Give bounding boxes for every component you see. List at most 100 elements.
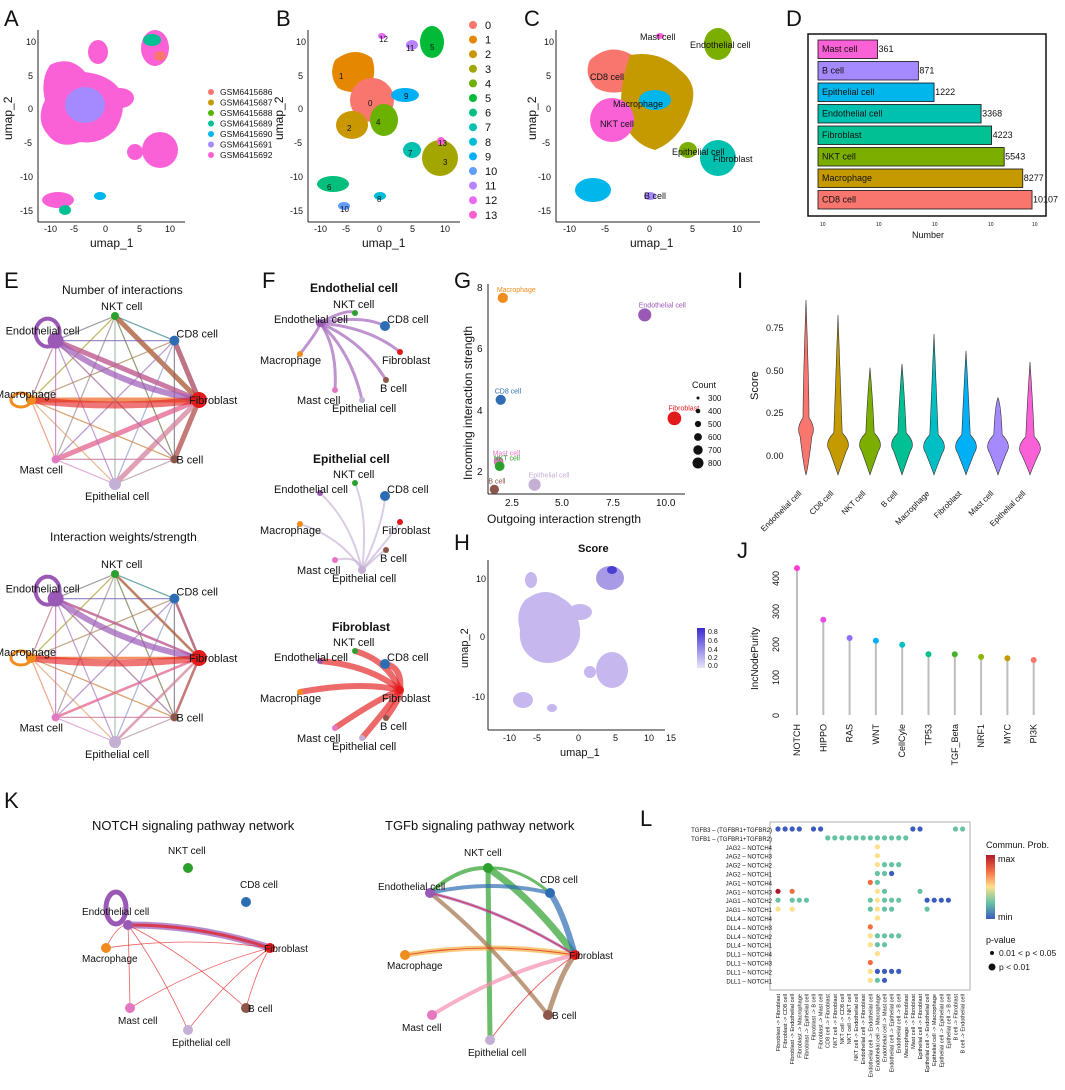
- d-bar-value: 8277: [1024, 173, 1044, 183]
- l-dot: [832, 835, 838, 841]
- l-col-label: Endothelial cell -> B cell: [897, 994, 903, 1054]
- j-dot: [925, 651, 932, 658]
- network-node: [169, 593, 180, 604]
- e-network-2: NKT cell CD8 cell Fibroblast B cell Epitheli…: [0, 559, 237, 761]
- c-ylabel: umap_2: [525, 96, 539, 140]
- network-edge: [54, 338, 200, 403]
- d-xtick-0: 10: [820, 222, 826, 228]
- network-edge: [129, 947, 271, 1009]
- network-node-label: Epithelial cell: [172, 1038, 230, 1049]
- i-ytick-2: 0.25: [766, 408, 784, 418]
- network-edge: [114, 657, 200, 743]
- c-label-macrophage: Macrophage: [613, 99, 663, 109]
- i-category-label: CD8 cell: [808, 489, 836, 517]
- network-edge: [319, 321, 388, 381]
- b-cluster-label: 0: [368, 99, 373, 108]
- network-node-label: NKT cell: [333, 469, 374, 481]
- h-ytick-2: -10: [472, 692, 485, 702]
- legend-a-dot: [208, 110, 214, 116]
- network-edge: [54, 338, 200, 403]
- network-edge: [55, 716, 116, 743]
- j-dot: [872, 637, 879, 644]
- panel-letter-e: E: [4, 268, 19, 293]
- f-network-2: NKT cell Endothelial cell CD8 cell Macropha…: [260, 469, 430, 585]
- network-edge: [114, 716, 175, 743]
- a-ytick-2: 0: [28, 104, 33, 114]
- network-node-label: B cell: [248, 1004, 272, 1015]
- network-node: [183, 863, 193, 873]
- k-title-2: TGFb signaling pathway network: [385, 818, 575, 833]
- l-dot: [960, 826, 966, 832]
- l-col-label: Fibroblast -> Fibroblast: [776, 994, 782, 1052]
- panel-letter-l: L: [640, 806, 652, 831]
- network-edge: [55, 598, 116, 743]
- legend-b-label: 11: [485, 181, 496, 193]
- b-xtick-0: -10: [314, 224, 327, 234]
- network-node-label: Fibroblast: [382, 355, 430, 367]
- panel-letter-k: K: [4, 788, 19, 813]
- network-node: [543, 1010, 553, 1020]
- d-xtick-2: 10: [932, 222, 938, 228]
- network-edge: [429, 884, 551, 895]
- b-xtick-4: 10: [440, 224, 450, 234]
- legend-b-dot: [469, 152, 477, 161]
- l-row-label: TGFB1 – (TGFBR1+TGFBR2): [691, 837, 772, 843]
- network-node: [383, 715, 389, 721]
- l-col-label: Endothelial cell -> Macrophage: [875, 994, 881, 1071]
- g-legend-dot: [694, 433, 702, 441]
- g-ytick-1: 4: [477, 406, 483, 417]
- l-col-label: Fibroblast -> CD8 cell: [783, 994, 789, 1048]
- b-ytick-5: -15: [290, 206, 303, 216]
- i-violin: [987, 396, 1009, 476]
- j-ytick-1: 300: [771, 604, 781, 619]
- network-edge: [55, 716, 116, 743]
- l-col-label: Endothelial cell -> Mast cell: [883, 994, 889, 1062]
- network-edge: [30, 654, 200, 667]
- a-xtick-1: -5: [70, 224, 78, 234]
- l-dot: [874, 853, 881, 859]
- network-edge: [30, 340, 57, 401]
- j-category-label: HIPPO: [818, 724, 828, 752]
- l-row-label: DLL4 – NOTCH1: [726, 944, 772, 950]
- j-ylabel: IncNodePurity: [750, 627, 761, 690]
- g-point-label: B cell: [488, 479, 506, 486]
- network-edge: [172, 339, 202, 401]
- network-node: [358, 566, 366, 574]
- l-dot: [810, 826, 817, 832]
- network-node-label: Endothelial cell: [274, 314, 348, 326]
- network-node: [397, 349, 403, 355]
- l-p1-dot: [990, 951, 994, 955]
- network-node-label: Fibroblast: [382, 525, 430, 537]
- legend-b-dot: [469, 196, 477, 205]
- network-node-label: CD8 cell: [387, 484, 429, 496]
- l-dot: [889, 897, 895, 903]
- panel-letter-b: B: [276, 6, 291, 31]
- legend-b-label: 7: [485, 122, 491, 134]
- g-legend-label: 500: [708, 420, 722, 429]
- l-dot: [896, 835, 902, 841]
- b-ytick-3: -5: [294, 138, 302, 148]
- network-node: [483, 863, 493, 873]
- j-category-label: NOTCH: [792, 724, 802, 756]
- network-node-label: NKT cell: [464, 848, 502, 859]
- i-category-label: Fibroblast: [932, 489, 964, 521]
- i-ytick-0: 0.75: [766, 323, 784, 333]
- l-dot: [874, 888, 881, 894]
- network-edge: [55, 598, 175, 718]
- l-dot: [896, 933, 902, 939]
- legend-b-label: 12: [485, 195, 497, 207]
- network-node: [297, 351, 303, 357]
- network-node: [570, 950, 580, 960]
- d-bar-value: 10107: [1033, 195, 1058, 205]
- network-edge: [113, 314, 201, 402]
- l-dot: [775, 888, 781, 894]
- l-dot: [896, 897, 902, 903]
- network-edge: [54, 397, 200, 462]
- network-node: [111, 312, 119, 320]
- g-legend-label: 800: [708, 459, 722, 468]
- network-edge: [114, 458, 175, 485]
- network-edge: [30, 573, 116, 659]
- g-ytick-3: 8: [477, 283, 483, 294]
- c-xtick-0: -10: [563, 224, 576, 234]
- network-node: [380, 491, 390, 501]
